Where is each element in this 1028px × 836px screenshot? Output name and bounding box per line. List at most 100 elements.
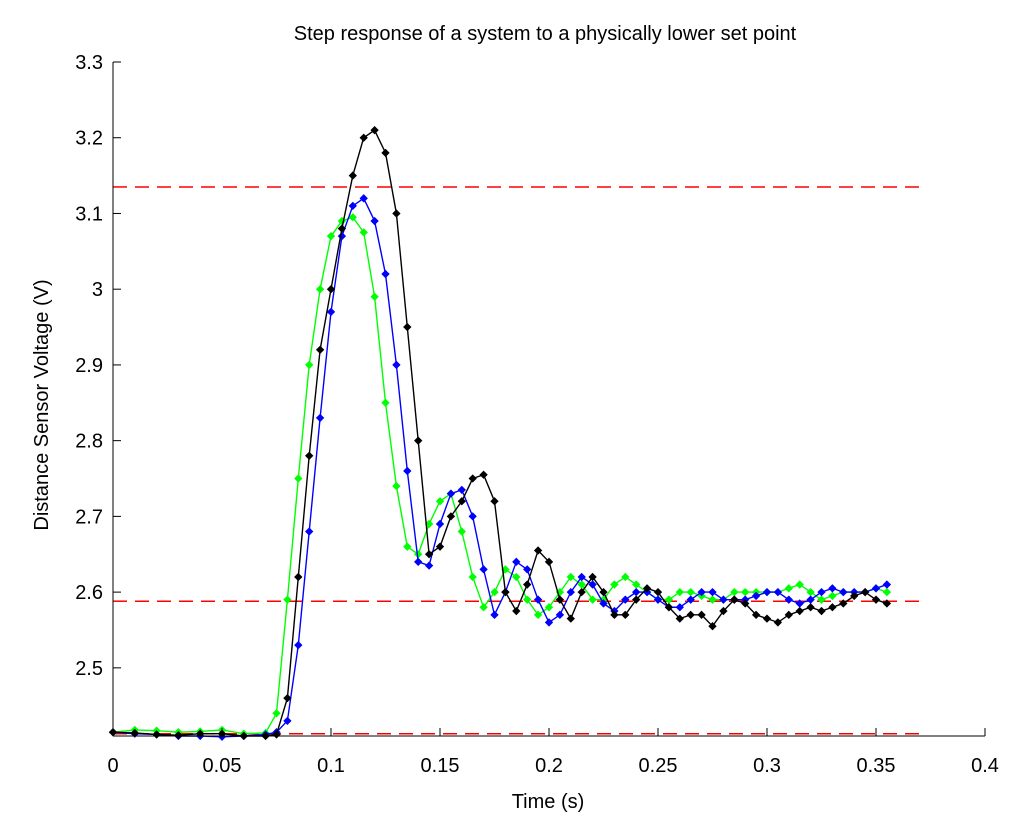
- y-tick-label: 2.9: [75, 355, 103, 377]
- data-point: [348, 171, 357, 180]
- data-point: [315, 345, 325, 354]
- data-point: [784, 610, 793, 619]
- data-point: [860, 587, 870, 597]
- data-point: [457, 527, 466, 536]
- data-point: [457, 497, 466, 506]
- data-point: [882, 587, 892, 597]
- x-axis-label: Time (s): [512, 791, 585, 813]
- data-point: [653, 587, 663, 597]
- data-point: [577, 587, 586, 597]
- x-tick-label: 0.2: [535, 755, 563, 777]
- data-point: [555, 595, 565, 604]
- data-point: [446, 489, 456, 498]
- data-point: [305, 527, 314, 536]
- data-point: [577, 572, 586, 582]
- data-point: [392, 209, 401, 218]
- series-line: [112, 129, 888, 737]
- data-point: [283, 716, 292, 726]
- data-point: [588, 595, 597, 604]
- data-point: [283, 693, 292, 703]
- y-tick-label: 2.7: [75, 506, 103, 528]
- data-point: [403, 466, 412, 476]
- data-point: [479, 603, 488, 612]
- data-point: [795, 606, 804, 616]
- data-point: [544, 603, 554, 612]
- data-point: [294, 640, 303, 650]
- data-point: [817, 595, 826, 604]
- x-tick-label: 0.05: [203, 755, 242, 777]
- data-point: [468, 474, 477, 483]
- data-point: [708, 622, 717, 631]
- data-point: [871, 595, 881, 604]
- data-point: [337, 224, 347, 233]
- data-point: [490, 587, 499, 597]
- data-point: [392, 360, 401, 370]
- data-point: [359, 228, 368, 237]
- data-point: [621, 572, 630, 582]
- data-point: [566, 614, 575, 623]
- y-tick-label: 3.2: [75, 128, 103, 150]
- data-point: [588, 580, 597, 589]
- data-point: [697, 587, 706, 597]
- data-point: [403, 542, 412, 551]
- data-point: [762, 614, 772, 623]
- data-point: [294, 572, 303, 582]
- y-tick-label: 3.3: [75, 52, 103, 74]
- y-ticks: 2.5 2.6 2.7 2.8 2.9 3 3.1 3.2 3.3: [75, 52, 121, 680]
- data-point: [359, 194, 368, 203]
- data-point: [697, 610, 706, 619]
- data-point: [523, 580, 532, 589]
- data-point: [751, 610, 761, 619]
- series-layer: [108, 125, 892, 741]
- data-point: [871, 584, 881, 593]
- data-point: [566, 572, 575, 582]
- y-tick-label: 2.5: [75, 658, 103, 680]
- data-point: [294, 474, 303, 483]
- data-point: [326, 285, 336, 294]
- data-point: [533, 610, 543, 619]
- y-tick-label: 3: [92, 279, 103, 301]
- axes: [112, 62, 985, 737]
- data-point: [741, 599, 750, 608]
- data-point: [424, 550, 434, 559]
- data-point: [359, 133, 368, 142]
- data-point: [435, 519, 445, 529]
- data-point: [686, 595, 695, 604]
- data-point: [544, 618, 554, 627]
- data-point: [828, 584, 837, 593]
- x-tick-label: 0.3: [753, 755, 781, 777]
- data-point: [370, 125, 379, 135]
- data-point: [512, 572, 521, 582]
- data-point: [675, 614, 684, 623]
- x-tick-label: 0.25: [639, 755, 678, 777]
- data-point: [446, 512, 456, 521]
- data-point: [751, 591, 761, 601]
- data-point: [523, 595, 532, 604]
- data-point: [762, 587, 772, 597]
- data-point: [621, 610, 630, 619]
- data-point: [784, 584, 793, 593]
- data-point: [566, 587, 575, 597]
- x-tick-label: 0.1: [317, 755, 345, 777]
- data-point: [839, 599, 848, 608]
- data-point: [632, 595, 641, 604]
- data-point: [741, 587, 750, 597]
- data-point: [479, 565, 488, 574]
- data-point: [828, 603, 837, 612]
- series-0: [108, 213, 892, 738]
- data-point: [348, 201, 357, 211]
- x-tick-label: 0: [107, 755, 118, 777]
- data-point: [642, 584, 652, 593]
- y-tick-label: 3.1: [75, 203, 103, 225]
- data-point: [610, 580, 619, 589]
- data-point: [315, 285, 325, 294]
- data-point: [414, 557, 423, 566]
- data-point: [435, 542, 445, 551]
- data-point: [414, 436, 423, 445]
- data-point: [806, 603, 815, 612]
- series-line: [112, 197, 888, 738]
- data-point: [850, 591, 859, 601]
- x-tick-label: 0.35: [857, 755, 896, 777]
- data-point: [457, 485, 466, 495]
